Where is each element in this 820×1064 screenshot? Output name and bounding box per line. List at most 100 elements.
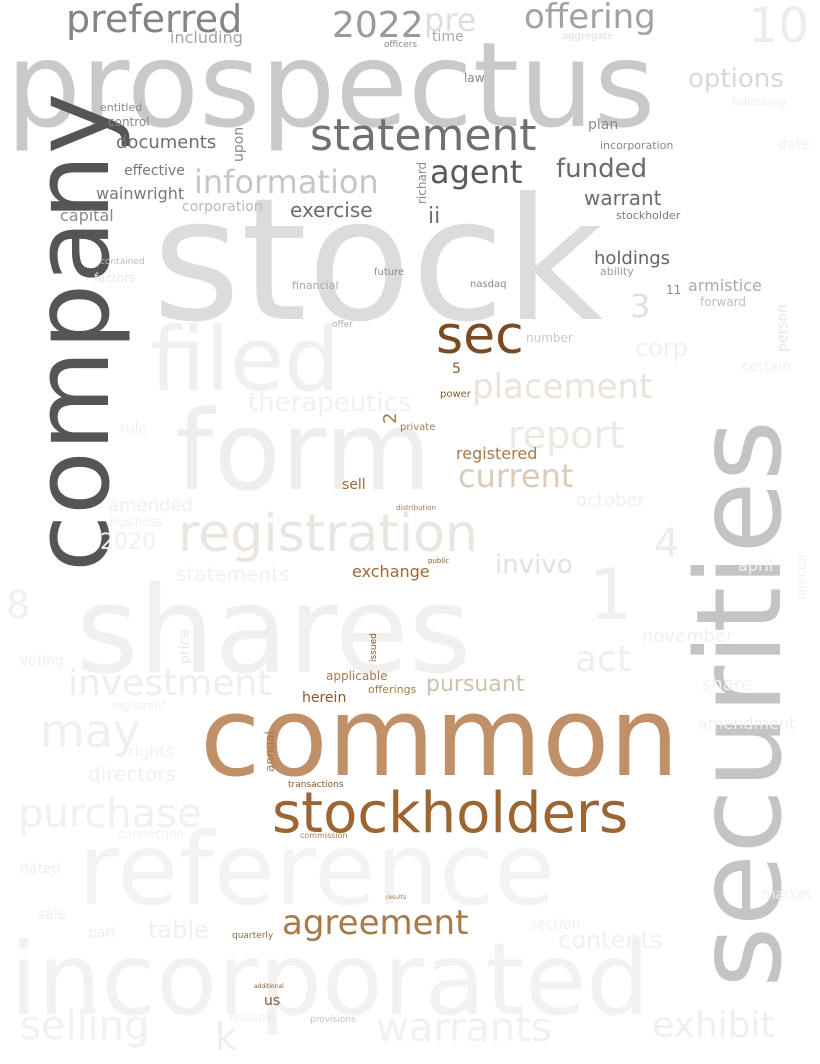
word-incorporation: incorporation (600, 139, 674, 152)
word-aggregate: aggregate (562, 31, 614, 42)
word-prospectus: prospectus (6, 16, 656, 154)
word-statements: statements (176, 562, 290, 586)
word-applicable: applicable (326, 669, 388, 683)
word-investment: investment (68, 663, 272, 704)
word-april: april (738, 556, 774, 575)
word-section: section (530, 917, 581, 933)
word-holdings: holdings (594, 248, 671, 269)
word-us: us (264, 993, 281, 1009)
word-time: time (432, 29, 464, 45)
word-distribution: distribution (396, 504, 436, 512)
word-table: table (148, 916, 209, 944)
word-purchase: purchase (18, 791, 202, 837)
word-rights: rights (128, 742, 174, 761)
word-n4: 4 (654, 521, 680, 567)
word-offering: offering (524, 0, 656, 37)
word-options: options (688, 64, 784, 94)
word-share: share (702, 674, 752, 695)
word-documents: documents (116, 132, 217, 153)
word-effective: effective (124, 163, 185, 179)
word-power: power (440, 389, 471, 400)
word-nasdaq: nasdaq (470, 279, 507, 290)
word-date: date (778, 137, 810, 153)
word-funded: funded (556, 154, 648, 184)
word-issued: issued (369, 633, 379, 662)
word-registered: registered (456, 444, 538, 463)
word-certain: certain (742, 359, 791, 375)
word-future: future (374, 267, 405, 278)
word-annual: annual (263, 731, 277, 772)
word-preferred: preferred (66, 0, 243, 41)
word-price: price (177, 629, 193, 664)
word-exhibit: exhibit (652, 1005, 775, 1046)
word-corporation: corporation (182, 199, 263, 215)
word-armistice: armistice (688, 276, 762, 295)
word-warrants: warrants (376, 1005, 552, 1051)
word-dated: dated (20, 861, 61, 877)
word-quarterly: quarterly (232, 931, 274, 941)
word-control: control (108, 115, 150, 129)
word-issuable: issuable (230, 1011, 276, 1024)
word-ability: ability (600, 265, 634, 278)
word-k: k (215, 1015, 238, 1059)
word-factors: factors (94, 271, 136, 285)
word-filed: filed (150, 308, 340, 411)
word-registration: registration (178, 504, 479, 564)
word-stockholder: stockholder (616, 209, 681, 222)
word-amended: amended (108, 495, 193, 516)
word-wainwright: wainwright (96, 184, 185, 203)
word-2020: 2020 (100, 530, 156, 555)
word-selling: selling (20, 1003, 150, 1049)
word-agent: agent (430, 153, 523, 191)
word-pre: pre (424, 1, 477, 39)
word-contained: contained (100, 257, 145, 267)
word-exercise: exercise (290, 198, 373, 222)
word-common: common (200, 673, 680, 801)
word-upon: upon (231, 126, 247, 162)
word-offer: offer (332, 320, 353, 330)
word-statement: statement (310, 110, 537, 161)
word-registrant: registrant (112, 699, 166, 712)
word-invivo: invivo (495, 550, 573, 580)
word-sec: sec (436, 306, 524, 366)
word-provisions: provisions (310, 1015, 356, 1025)
word-therapeutics: therapeutics (248, 388, 412, 418)
word-pursuant: pursuant (426, 672, 525, 697)
word-additional: additional (254, 983, 284, 990)
word-forward: forward (700, 295, 747, 309)
word-market: market (762, 887, 812, 903)
word-following: following (732, 95, 786, 109)
word-n3: 3 (630, 287, 651, 325)
word-placement: placement (472, 367, 653, 407)
word-n11: 11 (666, 283, 682, 297)
word-n2: 2 (380, 412, 401, 424)
word-2022: 2022 (332, 5, 424, 46)
word-part: part (88, 925, 117, 941)
word-warrant: warrant (584, 186, 662, 210)
word-reference: reference (78, 811, 556, 928)
word-amendment: amendment (698, 714, 796, 733)
word-business: business (110, 515, 163, 529)
word-corp: corp (635, 334, 688, 362)
word-act: act (575, 639, 631, 680)
word-law: law (464, 71, 485, 85)
word-herein: herein (302, 690, 347, 706)
word-directors: directors (88, 762, 177, 786)
word-entitled: entitled (100, 101, 143, 114)
word-shares: shares (76, 562, 472, 701)
word-incorporated: incorporated (10, 921, 650, 1038)
word-private: private (400, 422, 436, 433)
word-stockholders: stockholders (272, 781, 629, 846)
word-sale: sale (38, 907, 67, 923)
word-ten: 10 (748, 0, 810, 54)
word-october: october (576, 490, 645, 511)
word-public: public (428, 557, 450, 565)
word-exchange: exchange (352, 562, 430, 581)
word-stock: stock (152, 162, 604, 360)
word-results: results (386, 894, 407, 901)
word-agreement: agreement (282, 903, 469, 943)
word-form: form (175, 387, 432, 515)
word-director: director (795, 553, 809, 600)
word-report: report (508, 413, 625, 457)
